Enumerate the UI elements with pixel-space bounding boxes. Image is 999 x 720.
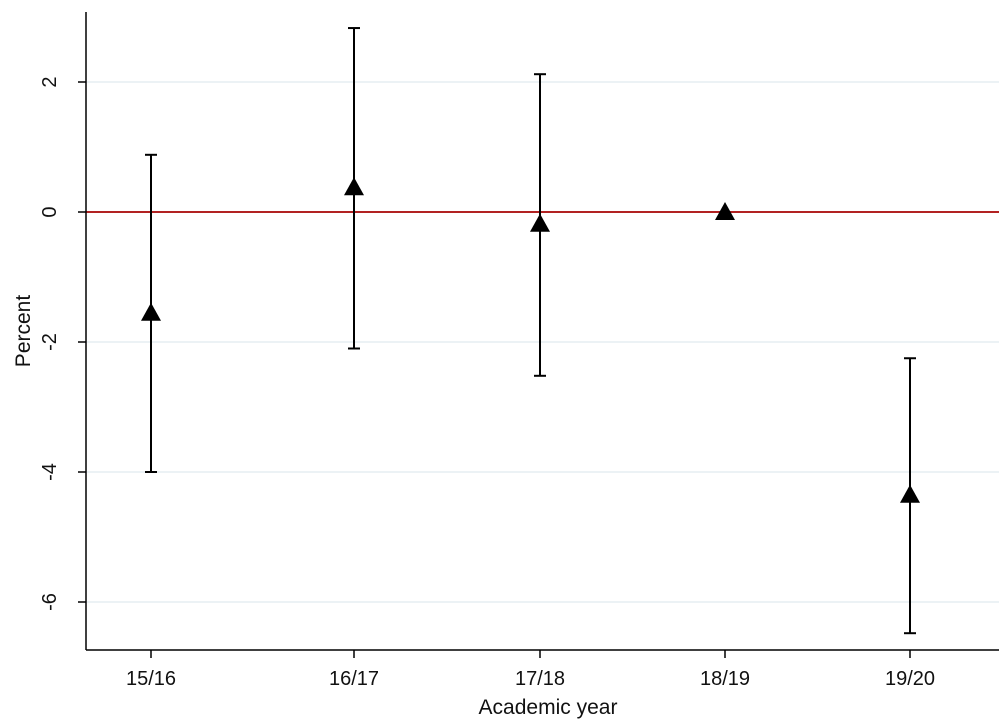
y-tick-label: -4 bbox=[39, 463, 61, 481]
x-tick-label: 19/20 bbox=[885, 668, 935, 690]
x-axis-ticks: 15/16 16/17 17/18 18/19 19/20 bbox=[126, 650, 935, 690]
gridlines bbox=[86, 81, 999, 603]
triangle-marker bbox=[900, 484, 920, 503]
x-tick-label: 17/18 bbox=[515, 668, 565, 690]
y-tick-label: -2 bbox=[39, 333, 61, 351]
point-markers bbox=[141, 177, 920, 503]
y-axis-ticks: 2 0 -2 -4 -6 bbox=[39, 76, 86, 611]
x-axis-title: Academic year bbox=[479, 696, 618, 719]
y-axis-title: Percent bbox=[12, 295, 35, 368]
triangle-marker bbox=[715, 202, 735, 220]
triangle-marker bbox=[530, 213, 550, 232]
triangle-marker bbox=[141, 302, 161, 321]
y-tick-label: 0 bbox=[39, 206, 61, 217]
triangle-marker bbox=[344, 177, 364, 196]
x-tick-label: 16/17 bbox=[329, 668, 379, 690]
x-tick-label: 15/16 bbox=[126, 668, 176, 690]
y-tick-label: 2 bbox=[39, 76, 61, 87]
x-tick-label: 18/19 bbox=[700, 668, 750, 690]
y-tick-label: -6 bbox=[39, 593, 61, 611]
